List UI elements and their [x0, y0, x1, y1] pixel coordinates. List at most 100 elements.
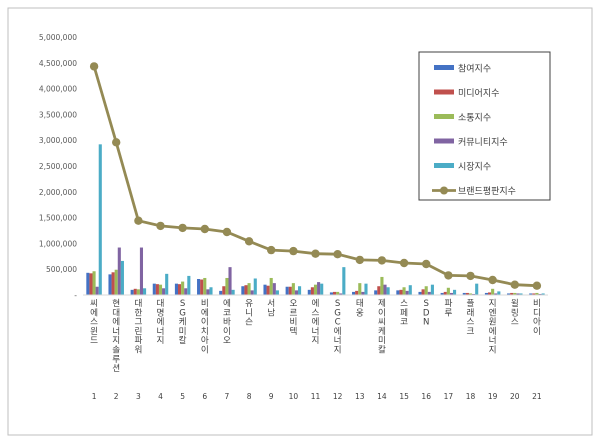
- bar: [89, 273, 93, 295]
- bar: [184, 288, 188, 295]
- bar: [317, 282, 321, 295]
- bar: [203, 277, 207, 295]
- bar: [133, 288, 137, 295]
- bar: [288, 286, 292, 295]
- bar: [374, 290, 378, 295]
- bar: [225, 277, 229, 295]
- line-point: [267, 245, 276, 255]
- bar: [358, 283, 362, 295]
- line-point: [311, 249, 320, 258]
- bar: [529, 293, 533, 295]
- y-tick-label: 1,000,000: [39, 239, 77, 248]
- rank-label: 7: [225, 392, 230, 401]
- bar: [269, 277, 273, 295]
- bar: [206, 289, 210, 295]
- bar: [263, 284, 267, 295]
- bar: [364, 283, 368, 295]
- bar: [253, 278, 257, 295]
- bar: [427, 291, 431, 295]
- bar: [95, 286, 99, 295]
- bar: [494, 293, 498, 295]
- bar: [510, 292, 514, 295]
- bar: [200, 279, 204, 295]
- bar: [117, 247, 121, 295]
- bar: [222, 286, 226, 295]
- bar: [380, 276, 384, 295]
- bar: [197, 279, 201, 295]
- bar: [355, 290, 359, 295]
- line-point: [244, 237, 254, 246]
- rank-label: 16: [421, 392, 431, 401]
- bar: [86, 272, 90, 295]
- bar: [396, 290, 400, 295]
- bar: [424, 286, 428, 295]
- rank-label: 17: [444, 392, 454, 401]
- bar: [294, 290, 299, 295]
- bar: [130, 289, 134, 295]
- legend-label: 커뮤니티지수: [458, 137, 508, 148]
- chart-border: [7, 7, 593, 436]
- legend-swatch: [434, 65, 454, 70]
- line-point: [156, 221, 165, 231]
- bar: [120, 260, 124, 295]
- bar: [219, 290, 223, 295]
- bar: [462, 292, 466, 295]
- line-point: [444, 271, 453, 280]
- bar: [187, 275, 191, 295]
- bar: [136, 289, 140, 295]
- bar: [291, 283, 295, 295]
- bar: [329, 292, 333, 295]
- legend-marker: [440, 186, 448, 195]
- rank-label: 18: [466, 392, 476, 401]
- bar: [408, 285, 412, 295]
- line-point: [377, 256, 387, 265]
- rank-label: 3: [136, 392, 141, 401]
- rank-label: 9: [269, 392, 274, 401]
- bar: [158, 284, 163, 295]
- bar: [468, 293, 473, 295]
- bar: [421, 289, 425, 295]
- legend-label: 소통지수: [458, 113, 491, 124]
- bar: [162, 288, 166, 295]
- y-tick-label: 4,000,000: [39, 85, 77, 94]
- rank-label: 8: [247, 392, 252, 401]
- line-point: [89, 62, 99, 71]
- bar: [108, 274, 112, 295]
- bar: [475, 283, 479, 295]
- rank-label: 4: [158, 392, 163, 401]
- rank-label: 14: [377, 392, 387, 401]
- bar: [111, 272, 115, 295]
- y-tick-label: 2,000,000: [39, 188, 77, 197]
- bar: [497, 291, 501, 295]
- line-point: [178, 223, 187, 233]
- bar: [332, 291, 337, 295]
- bar: [310, 287, 314, 295]
- bar: [449, 292, 454, 295]
- line-point: [399, 258, 409, 268]
- bar: [155, 284, 159, 295]
- bar: [92, 271, 96, 295]
- legend-label: 시장지수: [458, 162, 491, 173]
- bar: [377, 286, 381, 295]
- bar: [402, 287, 406, 295]
- bar: [209, 287, 213, 295]
- bar: [241, 286, 245, 295]
- bar: [472, 293, 476, 295]
- bar: [399, 289, 403, 295]
